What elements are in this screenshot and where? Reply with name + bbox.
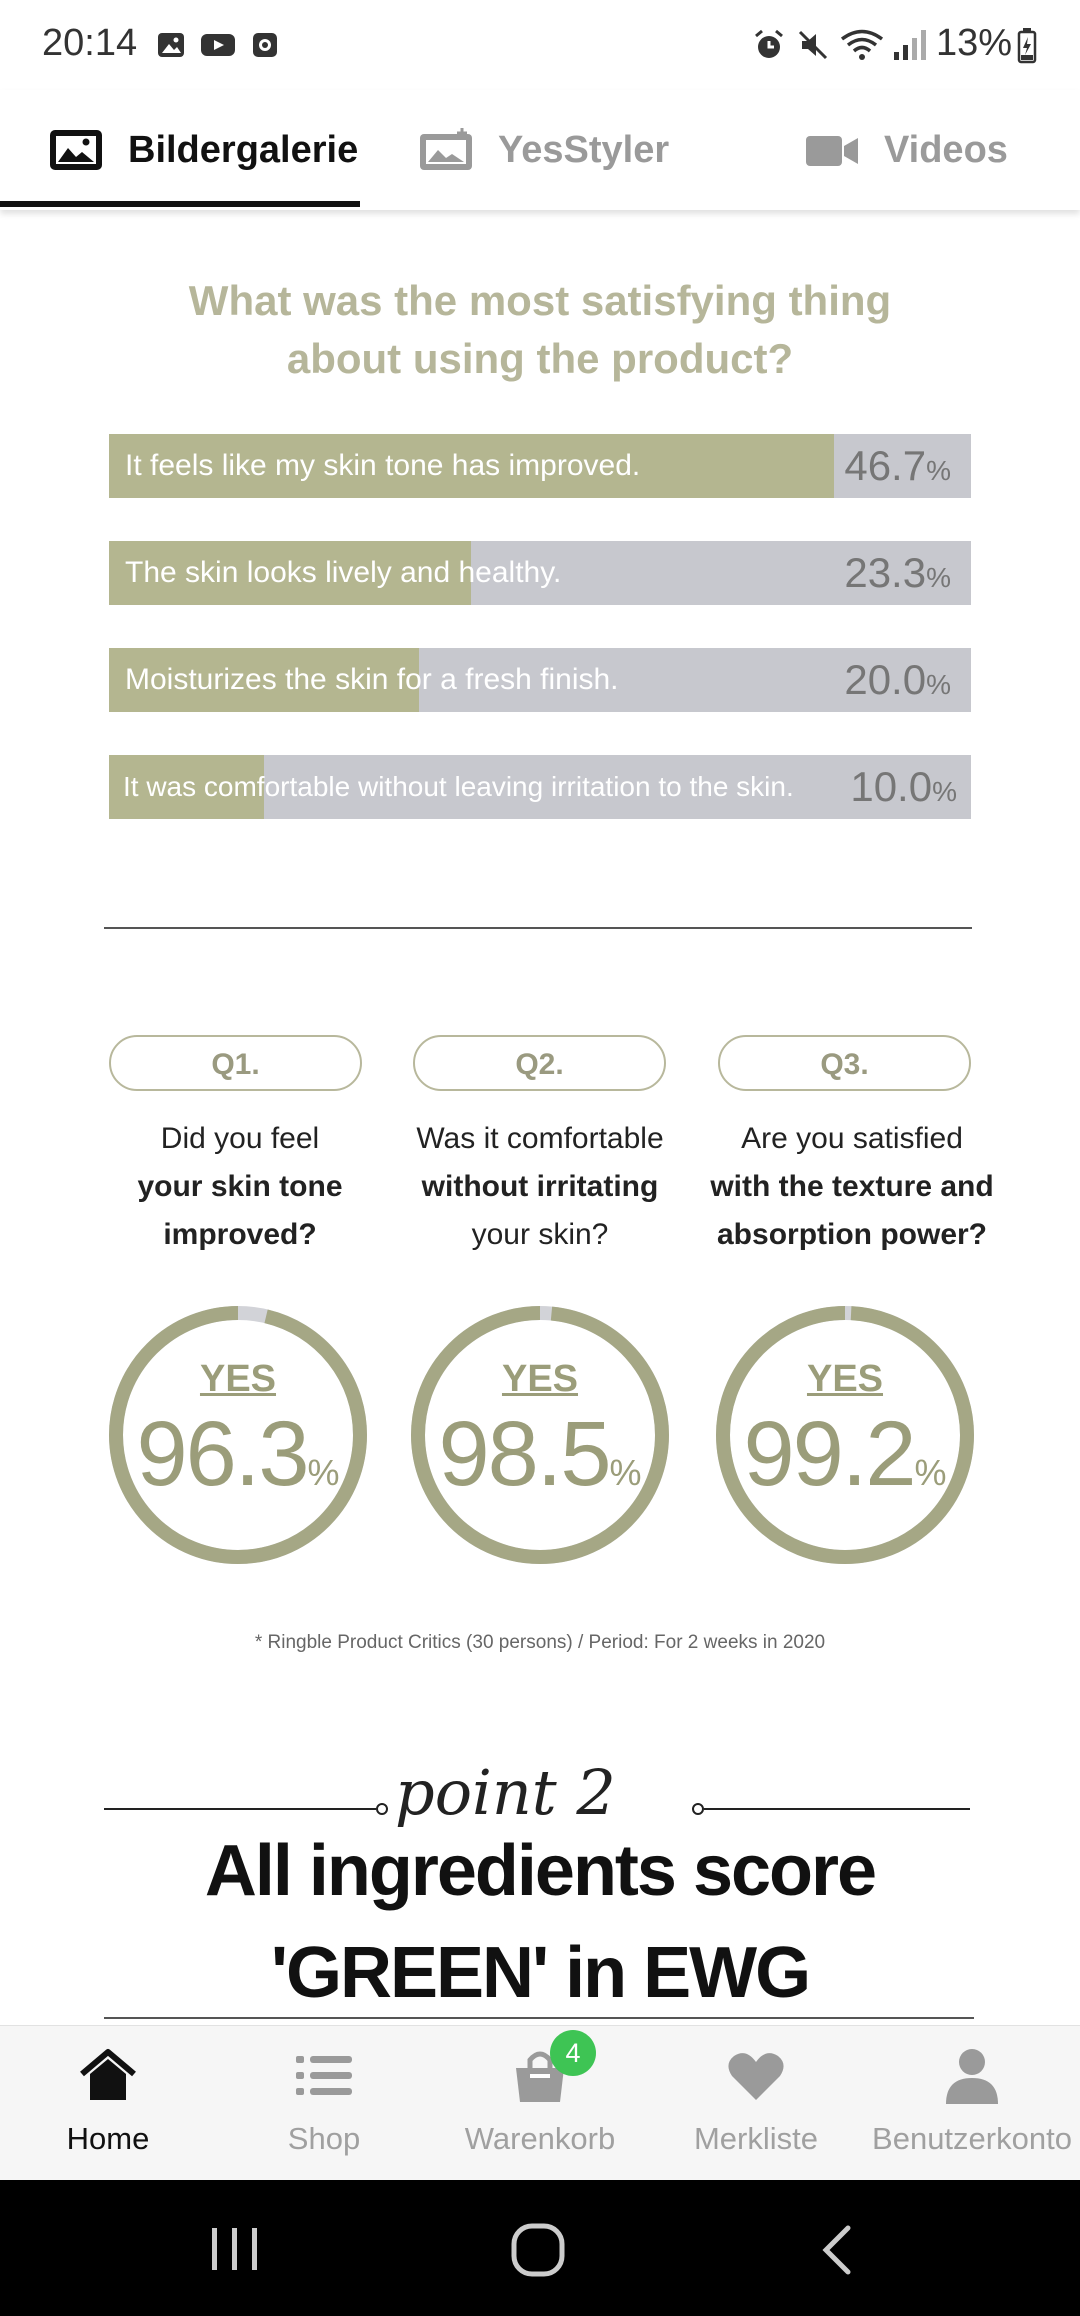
question-pill: Q2.	[413, 1035, 666, 1091]
tab-label: YesStyler	[498, 128, 670, 171]
survey-title: What was the most satisfying thing about…	[0, 272, 1080, 388]
signal-icon	[894, 30, 926, 60]
ring-value: 98.5%	[438, 1403, 642, 1505]
nav-home[interactable]: Home	[0, 2026, 216, 2181]
question-pill: Q1.	[109, 1035, 362, 1091]
back-icon[interactable]	[818, 2224, 858, 2276]
survey-bar-percent: 23.3%	[844, 549, 951, 596]
nav-benutzerkonto[interactable]: Benutzerkonto	[864, 2026, 1080, 2181]
survey-bar-percent: 10.0%	[850, 763, 957, 810]
question-text: Did you feel your skin tone improved?	[90, 1115, 390, 1259]
ring-value: 96.3%	[136, 1403, 340, 1505]
home-button-icon[interactable]	[510, 2222, 566, 2278]
ring-yes-label: YES	[199, 1358, 277, 1400]
media-tab-bar: Bildergalerie YesStyler Videos	[0, 90, 1080, 210]
survey-bar-fill	[109, 541, 471, 605]
question-line: Was it comfortable	[416, 1122, 664, 1155]
survey-bar-percent: 20.0%	[844, 656, 951, 703]
tab-label: Videos	[884, 128, 1008, 171]
status-bar: 20:14 13%	[0, 0, 1080, 90]
survey-bar-label: It was comfortable without leaving irrit…	[123, 771, 794, 802]
ring-yes-label: YES	[501, 1358, 579, 1400]
list-icon	[296, 2056, 352, 2095]
survey-bar-label: It feels like my skin tone has improved.	[125, 449, 641, 482]
tab-yesstyler[interactable]: YesStyler	[418, 90, 669, 210]
tab-label: Bildergalerie	[128, 128, 359, 171]
app-notification-icon	[253, 33, 277, 57]
survey-bar: Moisturizes the skin for a fresh finish.…	[109, 648, 971, 712]
survey-bar: It was comfortable without leaving irrit…	[109, 755, 971, 819]
survey-title-line2: about using the product?	[286, 335, 794, 382]
point-line-right	[704, 1808, 970, 1810]
youtube-notification-icon	[201, 34, 235, 56]
question-line: your skin?	[471, 1218, 609, 1251]
point-line-left	[104, 1808, 376, 1810]
point-dot	[692, 1803, 704, 1815]
nav-label: Home	[66, 2121, 150, 2156]
nav-merkliste[interactable]: Merkliste	[648, 2026, 864, 2181]
headline-underline	[104, 2017, 974, 2019]
question-line: Did you feel	[160, 1122, 320, 1155]
question-line: Are you satisfied	[741, 1122, 963, 1155]
nav-warenkorb[interactable]: 4 Warenkorb	[432, 2026, 648, 2181]
survey-footnote: * Ringble Product Critics (30 persons) /…	[254, 1632, 826, 1653]
headline-line1: All ingredients score	[204, 1831, 877, 1911]
ring-yes-label: YES	[806, 1358, 884, 1400]
result-ring	[109, 1306, 367, 1564]
active-tab-indicator	[0, 201, 360, 207]
wifi-icon	[840, 29, 884, 60]
question-pill: Q3.	[718, 1035, 971, 1091]
nav-label: Merkliste	[693, 2121, 818, 2156]
user-icon	[946, 2049, 998, 2104]
section-divider	[104, 927, 972, 929]
shopping-bag-icon	[516, 2051, 564, 2102]
nav-label: Warenkorb	[464, 2121, 616, 2156]
point-script-label: point 2	[395, 1756, 616, 1829]
question-line: improved?	[163, 1218, 317, 1251]
question-text: Are you satisfied with the texture and a…	[702, 1115, 1002, 1259]
survey-title-line1: What was the most satisfying thing	[188, 277, 892, 324]
result-ring	[716, 1306, 974, 1564]
status-time: 20:14	[42, 22, 138, 64]
mute-icon	[798, 30, 828, 60]
bottom-navigation: Home Shop 4 Warenkorb Merkliste Benutzer…	[0, 2025, 1080, 2181]
product-image-content[interactable]: What was the most satisfying thing about…	[0, 210, 1080, 2025]
survey-bar-percent: 46.7%	[844, 442, 951, 489]
battery-charging-icon	[1017, 28, 1037, 64]
recent-apps-icon[interactable]	[208, 2224, 262, 2274]
nav-shop[interactable]: Shop	[216, 2026, 432, 2181]
tab-videos[interactable]: Videos	[804, 90, 1008, 210]
question-line: without irritating	[421, 1170, 659, 1203]
alarm-icon	[755, 29, 783, 58]
question-line: with the texture and	[710, 1170, 994, 1203]
tab-bildergalerie[interactable]: Bildergalerie	[48, 90, 358, 210]
ring-value: 99.2%	[743, 1403, 947, 1505]
survey-bar-label: The skin looks lively and healthy.	[125, 556, 562, 589]
question-line: absorption power?	[717, 1218, 987, 1251]
result-ring	[411, 1306, 669, 1564]
question-text: Was it comfortable without irritating yo…	[390, 1115, 690, 1259]
home-icon	[80, 2049, 136, 2100]
survey-bar: The skin looks lively and healthy. 23.3%	[109, 541, 971, 605]
survey-bar-label: Moisturizes the skin for a fresh finish.	[125, 663, 619, 696]
photo-album-icon	[420, 128, 472, 170]
image-icon	[50, 130, 102, 170]
system-navigation-bar	[0, 2180, 1080, 2316]
nav-label: Shop	[287, 2121, 361, 2156]
cart-count-badge: 4	[550, 2030, 596, 2076]
survey-bar-fill	[109, 755, 265, 819]
survey-bar-fill	[109, 434, 834, 498]
survey-bar-fill	[109, 648, 420, 712]
battery-percent: 13%	[936, 22, 1013, 64]
nav-label: Benutzerkonto	[872, 2121, 1072, 2156]
heart-icon	[728, 2053, 784, 2100]
survey-bar: It feels like my skin tone has improved.…	[109, 434, 971, 498]
headline-line2: 'GREEN' in EWG	[270, 1933, 811, 2013]
gallery-notification-icon	[158, 33, 184, 57]
question-line: your skin tone	[137, 1170, 343, 1203]
video-camera-icon	[806, 136, 858, 166]
point-dot	[376, 1803, 388, 1815]
